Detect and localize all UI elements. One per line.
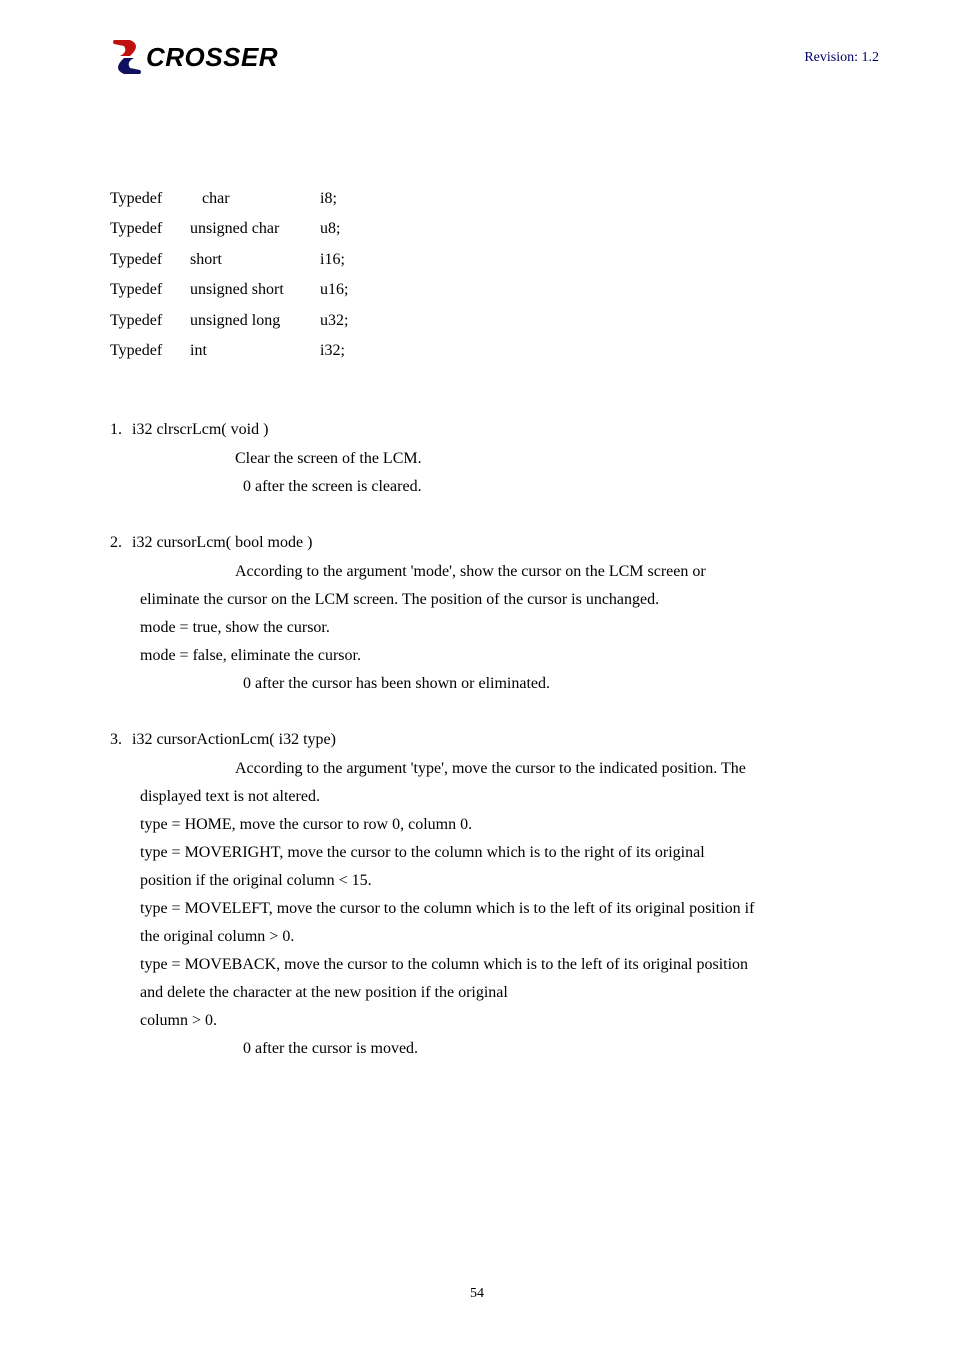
typedef-table: Typedef char i8; Typedef unsigned char u… bbox=[110, 184, 879, 366]
function-line: According to the argument 'type', move t… bbox=[140, 755, 879, 783]
typedef-alias: i16; bbox=[320, 245, 360, 275]
function-line: type = HOME, move the cursor to row 0, c… bbox=[140, 811, 879, 839]
typedef-type: short bbox=[190, 245, 320, 275]
typedef-keyword: Typedef bbox=[110, 184, 190, 214]
function-signature: i32 cursorActionLcm( i32 type) bbox=[132, 726, 336, 755]
function-line: 0 after the cursor is moved. bbox=[140, 1035, 879, 1063]
logo-text: CROSSER bbox=[146, 42, 278, 73]
typedef-keyword: Typedef bbox=[110, 214, 190, 244]
function-body: Clear the screen of the LCM. 0 after the… bbox=[140, 445, 879, 501]
revision-label: Revision: 1.2 bbox=[804, 50, 879, 66]
typedef-alias: u32; bbox=[320, 306, 360, 336]
typedef-row: Typedef unsigned long u32; bbox=[110, 306, 879, 336]
typedef-row: Typedef unsigned char u8; bbox=[110, 214, 879, 244]
typedef-keyword: Typedef bbox=[110, 275, 190, 305]
typedef-alias: i8; bbox=[320, 184, 360, 214]
function-line: type = MOVELEFT, move the cursor to the … bbox=[140, 895, 879, 923]
function-line: type = MOVEBACK, move the cursor to the … bbox=[140, 951, 879, 979]
function-number: 2. bbox=[110, 529, 132, 558]
logo: CROSSER bbox=[110, 40, 278, 74]
typedef-type: int bbox=[190, 336, 320, 366]
function-item: 2. i32 cursorLcm( bool mode ) According … bbox=[110, 529, 879, 698]
typedef-type: char bbox=[190, 184, 320, 214]
function-item: 1. i32 clrscrLcm( void ) Clear the scree… bbox=[110, 416, 879, 501]
function-line: the original column > 0. bbox=[140, 923, 879, 951]
function-line: and delete the character at the new posi… bbox=[140, 979, 879, 1007]
function-signature: i32 cursorLcm( bool mode ) bbox=[132, 529, 312, 558]
function-line: eliminate the cursor on the LCM screen. … bbox=[140, 586, 879, 614]
function-line: Clear the screen of the LCM. bbox=[140, 445, 879, 473]
logo-icon bbox=[110, 40, 144, 74]
function-list: 1. i32 clrscrLcm( void ) Clear the scree… bbox=[110, 416, 879, 1062]
typedef-type: unsigned char bbox=[190, 214, 320, 244]
function-line: 0 after the screen is cleared. bbox=[140, 473, 879, 501]
typedef-row: Typedef int i32; bbox=[110, 336, 879, 366]
function-body: According to the argument 'type', move t… bbox=[140, 755, 879, 1063]
function-item: 3. i32 cursorActionLcm( i32 type) Accord… bbox=[110, 726, 879, 1063]
function-line: mode = true, show the cursor. bbox=[140, 614, 879, 642]
function-line: type = MOVERIGHT, move the cursor to the… bbox=[140, 839, 879, 867]
typedef-alias: u8; bbox=[320, 214, 360, 244]
typedef-type: unsigned long bbox=[190, 306, 320, 336]
page-header: CROSSER Revision: 1.2 bbox=[110, 40, 879, 74]
function-line: position if the original column < 15. bbox=[140, 867, 879, 895]
typedef-keyword: Typedef bbox=[110, 336, 190, 366]
typedef-type: unsigned short bbox=[190, 275, 320, 305]
function-number: 3. bbox=[110, 726, 132, 755]
function-line: mode = false, eliminate the cursor. bbox=[140, 642, 879, 670]
function-signature: i32 clrscrLcm( void ) bbox=[132, 416, 268, 445]
function-number: 1. bbox=[110, 416, 132, 445]
function-line: column > 0. bbox=[140, 1007, 879, 1035]
typedef-row: Typedef short i16; bbox=[110, 245, 879, 275]
function-line: 0 after the cursor has been shown or eli… bbox=[140, 670, 879, 698]
function-body: According to the argument 'mode', show t… bbox=[140, 558, 879, 698]
typedef-row: Typedef unsigned short u16; bbox=[110, 275, 879, 305]
function-line: displayed text is not altered. bbox=[140, 783, 879, 811]
page-number: 54 bbox=[0, 1286, 954, 1302]
typedef-alias: i32; bbox=[320, 336, 360, 366]
function-line: According to the argument 'mode', show t… bbox=[140, 558, 879, 586]
typedef-alias: u16; bbox=[320, 275, 360, 305]
typedef-keyword: Typedef bbox=[110, 306, 190, 336]
typedef-row: Typedef char i8; bbox=[110, 184, 879, 214]
typedef-keyword: Typedef bbox=[110, 245, 190, 275]
